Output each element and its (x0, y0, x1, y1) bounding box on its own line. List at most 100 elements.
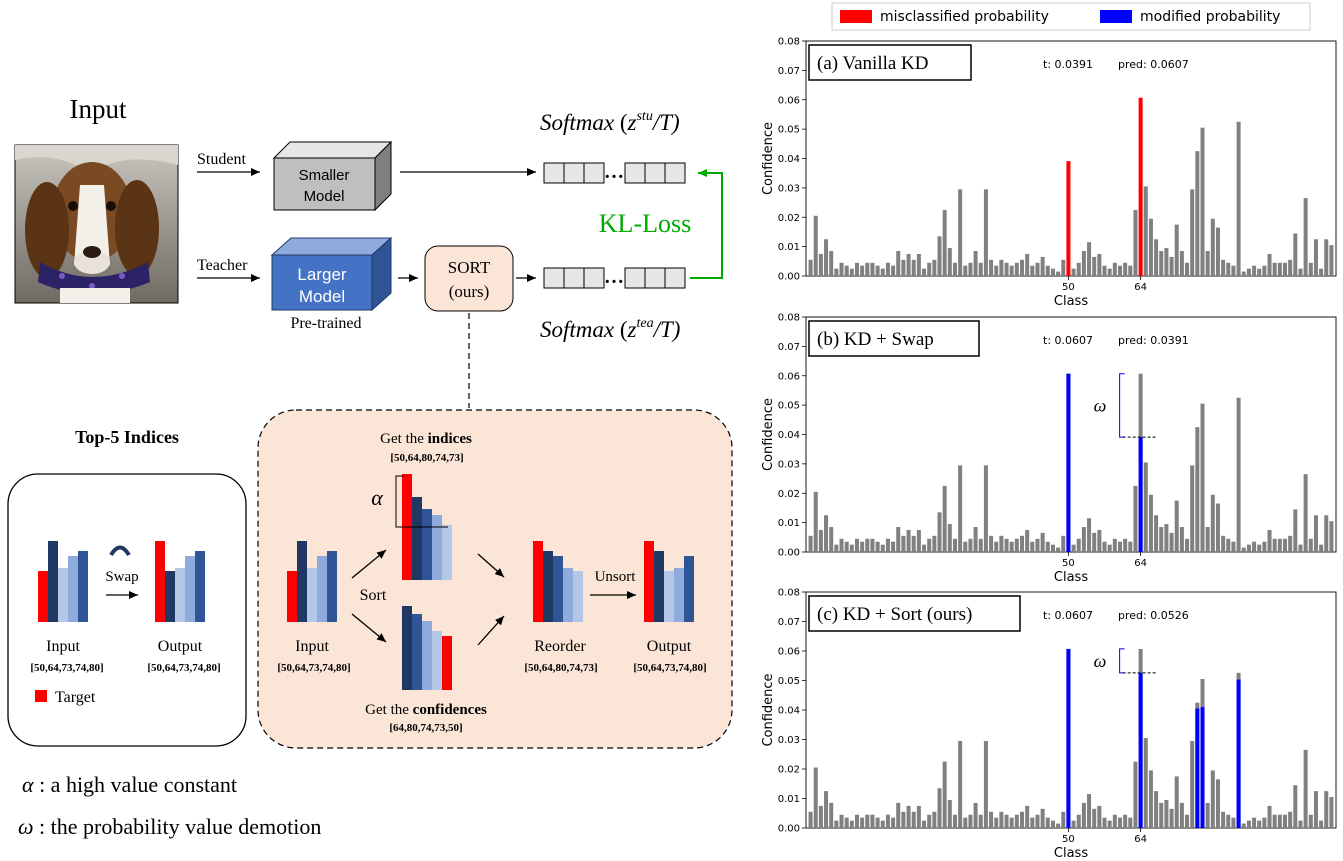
bar-class-97 (1308, 814, 1313, 828)
omega-bracket: ω (1094, 648, 1157, 674)
bar-class-12 (870, 814, 875, 828)
teacher-logits (543, 267, 686, 289)
bar-class-47 (1050, 544, 1055, 552)
y-tick-label: 0.02 (778, 765, 800, 776)
bar-class-101 (1329, 521, 1334, 552)
bar-class-6 (839, 538, 844, 552)
bar-class-17 (896, 802, 901, 828)
x-tick-label: 64 (1134, 282, 1147, 293)
bar-class-78 (1210, 218, 1215, 276)
bar-class-31 (968, 814, 973, 828)
bar-class-39 (1009, 817, 1014, 828)
pred-annotation: pred: 0.0391 (1118, 334, 1189, 347)
bar-class-88 (1262, 265, 1267, 276)
bar-class-58 (1107, 268, 1112, 276)
bar-class-92 (1283, 262, 1288, 276)
swap-label: Swap (105, 569, 138, 585)
bar-class-42 (1025, 805, 1030, 829)
bar-class-80 (1221, 811, 1226, 828)
modified-bar-class-76 (1200, 707, 1205, 828)
bar-class-72 (1179, 527, 1184, 552)
bar-class-28 (952, 814, 957, 828)
bar-class-5 (834, 268, 839, 276)
get-indices-label: Get the indices (380, 431, 472, 447)
bar-class-47 (1050, 268, 1055, 276)
bar-class-36 (994, 541, 999, 552)
bar-class-79 (1215, 227, 1220, 276)
legend-modified-label: modified probability (1140, 9, 1280, 25)
bar-class-90 (1272, 538, 1277, 552)
target-annotation: t: 0.0391 (1043, 58, 1093, 71)
bar-class-45 (1040, 808, 1045, 828)
pipeline: Input Student Teacher (14, 94, 723, 408)
bar-class-24 (932, 259, 937, 276)
bar-class-46 (1045, 265, 1050, 276)
bar-class-66 (1148, 770, 1153, 828)
bar-class-63 (1133, 209, 1138, 276)
bar-class-97 (1308, 538, 1313, 552)
bar-class-82 (1231, 265, 1236, 276)
bar-class-91 (1277, 814, 1282, 828)
y-tick-label: 0.01 (778, 518, 800, 529)
bar-class-55 (1092, 808, 1097, 828)
bar-class-7 (844, 265, 849, 276)
bar-class-101 (1329, 797, 1334, 828)
confidence-indices: [64,80,74,73,50] (389, 722, 462, 734)
smaller-model-label-2: Model (304, 188, 345, 205)
bar-class-11 (865, 262, 870, 276)
sorted-indices: [50,64,80,74,73] (390, 452, 463, 464)
bar-class-54 (1087, 518, 1092, 552)
bar-class-75 (1195, 427, 1200, 552)
sort-detail-panel: Get the indices [50,64,80,74,73] α Input… (257, 409, 733, 749)
bar-class-12 (870, 538, 875, 552)
swap-input-indices: [50,64,73,74,80] (30, 662, 103, 674)
y-tick-label: 0.00 (778, 272, 800, 283)
bar-class-52 (1076, 814, 1081, 828)
bar-class-66 (1148, 218, 1153, 276)
bar-class-68 (1159, 251, 1164, 276)
bar-class-24 (932, 535, 937, 552)
bar-class-34 (983, 740, 988, 828)
bar-class-2 (818, 253, 823, 276)
bar-class-77 (1205, 527, 1210, 552)
student-softmax-label: Softmax (zstu/T) (540, 109, 680, 135)
x-tick-label: 50 (1062, 282, 1075, 293)
swap-input-bars (38, 541, 88, 622)
merge-down-arrow (477, 553, 505, 578)
y-axis-label: Confidence (761, 398, 776, 471)
bar-class-65 (1143, 462, 1148, 552)
bar-class-94 (1293, 785, 1298, 828)
bar-class-70 (1169, 256, 1174, 276)
bar-class-48 (1056, 271, 1061, 276)
bar-class-74 (1190, 465, 1195, 552)
bar-class-42 (1025, 253, 1030, 276)
chart-legend: misclassified probability modified proba… (831, 2, 1311, 31)
student-logits (543, 162, 686, 184)
bar-class-13 (875, 541, 880, 552)
bar-class-36 (994, 265, 999, 276)
bar-class-12 (870, 262, 875, 276)
bar-class-55 (1092, 256, 1097, 276)
bar-class-46 (1045, 541, 1050, 552)
bar-class-49 (1061, 811, 1066, 828)
y-tick-label: 0.05 (778, 401, 800, 412)
bar-class-61 (1123, 262, 1128, 276)
bar-class-88 (1262, 817, 1267, 828)
legend-misclassified-label: misclassified probability (880, 9, 1049, 25)
modified-bar-class-64 (1138, 672, 1143, 828)
bar-class-52 (1076, 538, 1081, 552)
bar-class-25 (937, 788, 942, 828)
bar-class-35 (989, 811, 994, 828)
bar-class-71 (1174, 224, 1179, 276)
chart-title: (a) Vanilla KD (817, 53, 929, 74)
y-tick-label: 0.08 (778, 37, 800, 48)
bar-class-15 (885, 538, 890, 552)
bar-class-26 (942, 485, 947, 552)
y-tick-label: 0.03 (778, 183, 800, 194)
bar-class-82 (1231, 541, 1236, 552)
bar-class-63 (1133, 485, 1138, 552)
bar-class-51 (1071, 268, 1076, 276)
bar-class-99 (1319, 820, 1324, 829)
x-tick-label: 50 (1062, 834, 1075, 845)
